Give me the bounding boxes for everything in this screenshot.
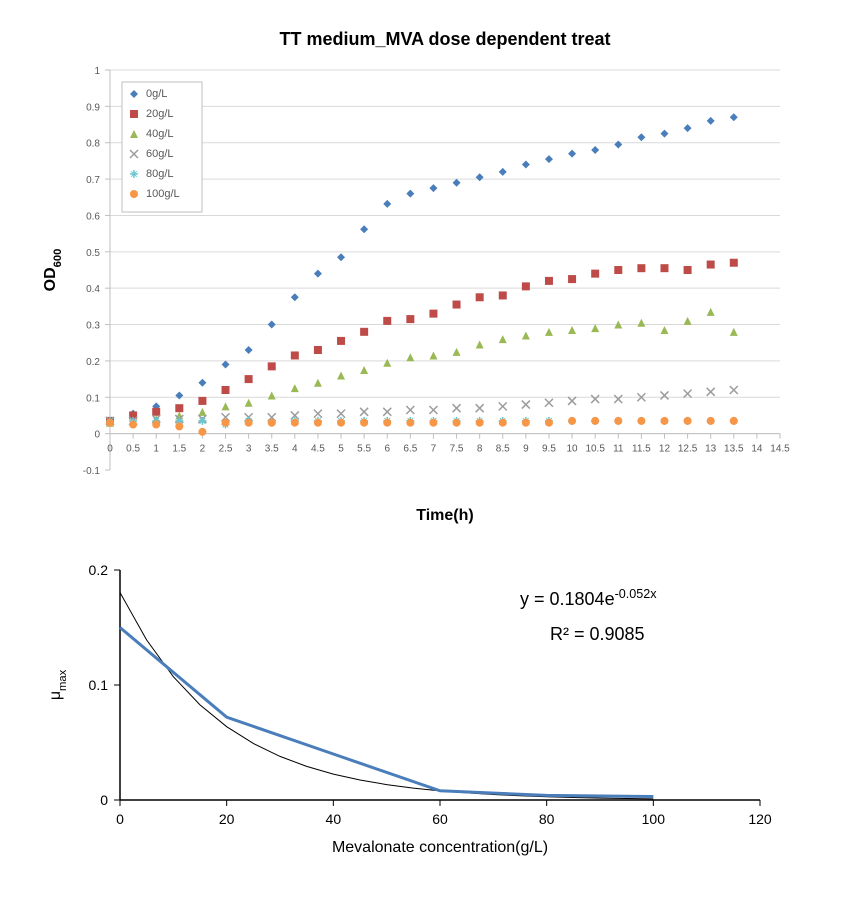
svg-text:40: 40: [326, 811, 342, 827]
svg-text:0.1: 0.1: [86, 393, 100, 404]
svg-text:60: 60: [432, 811, 448, 827]
svg-text:20g/L: 20g/L: [146, 108, 174, 120]
svg-text:μmax: μmax: [47, 669, 69, 700]
svg-text:11: 11: [613, 444, 624, 455]
svg-text:80g/L: 80g/L: [146, 168, 174, 180]
svg-text:11.5: 11.5: [632, 444, 651, 455]
svg-text:20: 20: [219, 811, 235, 827]
svg-text:60g/L: 60g/L: [146, 148, 174, 160]
svg-text:0: 0: [107, 444, 113, 455]
svg-text:R² = 0.9085: R² = 0.9085: [550, 624, 645, 644]
svg-text:2: 2: [200, 444, 206, 455]
svg-text:0g/L: 0g/L: [146, 88, 167, 100]
svg-text:13.5: 13.5: [724, 444, 744, 455]
svg-text:3: 3: [246, 444, 252, 455]
svg-text:0.6: 0.6: [86, 211, 100, 222]
series-40g/L: [106, 308, 738, 427]
svg-text:3.5: 3.5: [265, 444, 279, 455]
svg-text:0: 0: [100, 792, 108, 808]
svg-text:0.8: 0.8: [86, 139, 100, 150]
svg-text:7: 7: [431, 444, 437, 455]
svg-text:0.5: 0.5: [86, 248, 100, 259]
svg-text:TT medium_MVA dose dependent t: TT medium_MVA dose dependent treat: [279, 29, 610, 49]
svg-text:0.2: 0.2: [86, 357, 100, 368]
svg-text:5: 5: [338, 444, 344, 455]
svg-text:40g/L: 40g/L: [146, 128, 174, 140]
svg-text:0: 0: [116, 811, 124, 827]
svg-text:1.5: 1.5: [172, 444, 186, 455]
svg-text:9.5: 9.5: [542, 444, 556, 455]
top-chart: TT medium_MVA dose dependent treat00.511…: [20, 20, 826, 540]
svg-text:7.5: 7.5: [450, 444, 464, 455]
svg-text:Mevalonate concentration(g/L): Mevalonate concentration(g/L): [332, 839, 548, 856]
svg-text:0.1: 0.1: [89, 677, 109, 693]
svg-text:0.9: 0.9: [86, 102, 100, 113]
svg-text:y = 0.1804e-0.052x: y = 0.1804e-0.052x: [520, 587, 657, 609]
svg-text:6.5: 6.5: [403, 444, 417, 455]
svg-text:-0.1: -0.1: [83, 466, 101, 477]
svg-text:12: 12: [659, 444, 671, 455]
svg-text:0.7: 0.7: [86, 175, 100, 186]
svg-text:0: 0: [94, 430, 100, 441]
svg-text:0.4: 0.4: [86, 284, 100, 295]
svg-text:4: 4: [292, 444, 298, 455]
svg-text:14: 14: [751, 444, 763, 455]
svg-text:0.2: 0.2: [89, 562, 109, 578]
svg-text:100: 100: [642, 811, 666, 827]
svg-text:14.5: 14.5: [770, 444, 790, 455]
svg-text:0.5: 0.5: [126, 444, 140, 455]
svg-text:OD600: OD600: [42, 249, 64, 292]
svg-text:10: 10: [567, 444, 579, 455]
svg-text:80: 80: [539, 811, 555, 827]
svg-text:1: 1: [153, 444, 159, 455]
svg-text:120: 120: [748, 811, 772, 827]
svg-text:2.5: 2.5: [219, 444, 233, 455]
svg-text:13: 13: [705, 444, 717, 455]
svg-text:4.5: 4.5: [311, 444, 325, 455]
bottom-chart: 0 20 40 60 80 100 120 0 0.1 0.2 Mevalonate concent…: [20, 550, 826, 870]
svg-text:100g/L: 100g/L: [146, 188, 180, 200]
svg-text:Time(h): Time(h): [416, 507, 473, 524]
svg-text:6: 6: [384, 444, 390, 455]
svg-text:0.3: 0.3: [86, 321, 100, 332]
svg-text:12.5: 12.5: [678, 444, 698, 455]
svg-text:1: 1: [94, 66, 100, 77]
svg-text:9: 9: [523, 444, 529, 455]
svg-text:8: 8: [477, 444, 483, 455]
svg-text:8.5: 8.5: [496, 444, 510, 455]
svg-text:5.5: 5.5: [357, 444, 371, 455]
series-20g/L: [106, 259, 738, 425]
svg-text:10.5: 10.5: [585, 444, 605, 455]
